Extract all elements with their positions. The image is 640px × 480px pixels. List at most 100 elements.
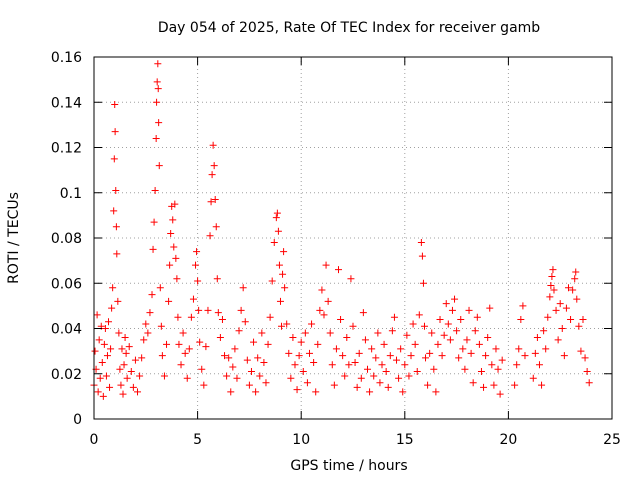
data-point — [221, 352, 229, 360]
data-point — [558, 325, 566, 332]
data-point — [117, 381, 125, 389]
data-point — [564, 284, 572, 292]
data-point — [158, 352, 166, 360]
data-point — [177, 361, 185, 369]
data-point — [165, 297, 173, 305]
data-point — [110, 155, 118, 163]
data-point — [515, 345, 523, 353]
y-tick-label: 0.16 — [51, 50, 82, 66]
data-point — [475, 340, 483, 348]
data-point — [144, 329, 152, 337]
data-point — [533, 334, 541, 342]
data-point — [461, 365, 469, 373]
data-point — [569, 286, 577, 294]
data-point — [156, 284, 164, 292]
data-point — [276, 297, 284, 305]
data-point — [388, 327, 396, 335]
data-point — [465, 306, 473, 314]
data-point — [585, 379, 593, 387]
data-point — [535, 361, 543, 369]
data-point — [172, 254, 180, 262]
data-point — [347, 275, 355, 283]
data-point — [194, 277, 202, 285]
data-point — [542, 345, 550, 353]
data-point — [314, 340, 322, 348]
data-point — [170, 243, 178, 251]
data-point — [544, 313, 552, 321]
data-point — [546, 293, 554, 301]
axis-ticks: 0 0.02 0.04 0.06 0.08 0.1 0.12 0.14 0.16 0 5 10 15 20… — [51, 50, 621, 448]
data-point — [345, 361, 353, 369]
data-point — [382, 367, 390, 375]
data-point — [174, 313, 182, 321]
data-point — [252, 388, 260, 396]
data-point — [146, 309, 154, 317]
y-tick-label: 0.08 — [51, 231, 82, 247]
data-point — [399, 388, 407, 396]
data-point — [305, 349, 313, 357]
data-point — [185, 345, 193, 353]
x-tick-label: 20 — [499, 432, 517, 448]
data-point — [262, 379, 270, 387]
data-point — [160, 372, 168, 380]
data-point — [436, 315, 444, 323]
data-point — [341, 372, 349, 380]
data-point — [361, 336, 369, 344]
data-point — [114, 297, 122, 305]
data-point — [343, 334, 351, 342]
data-point — [403, 331, 411, 339]
data-point — [129, 383, 137, 391]
data-point — [393, 356, 401, 364]
data-point — [171, 200, 179, 208]
data-point — [303, 379, 311, 387]
data-point — [227, 388, 235, 396]
data-point — [349, 322, 357, 330]
data-point — [142, 320, 150, 328]
data-point — [469, 379, 477, 387]
data-point — [417, 239, 425, 247]
data-point — [407, 352, 415, 360]
data-point — [548, 272, 556, 280]
data-point — [420, 322, 428, 330]
data-point — [426, 349, 434, 357]
data-point — [179, 329, 187, 337]
data-point — [411, 340, 419, 348]
data-point — [102, 372, 110, 380]
data-point — [209, 141, 217, 149]
data-point — [448, 306, 456, 314]
data-point — [125, 343, 133, 351]
x-axis-label: GPS time / hours — [290, 458, 407, 474]
data-point — [101, 325, 109, 332]
data-point — [552, 306, 560, 314]
data-point — [287, 374, 295, 382]
data-point — [330, 381, 338, 389]
data-point — [498, 356, 506, 364]
data-point — [492, 345, 500, 353]
data-point — [167, 229, 175, 237]
data-point — [380, 340, 388, 348]
data-point — [108, 304, 116, 312]
data-point — [152, 134, 160, 142]
data-point — [241, 318, 249, 326]
data-point — [521, 352, 529, 360]
data-point — [151, 186, 159, 194]
data-point — [368, 345, 376, 353]
data-point — [453, 327, 461, 335]
plot-frame — [93, 56, 613, 420]
data-point — [112, 223, 120, 231]
data-point — [583, 367, 591, 375]
data-point — [247, 367, 255, 375]
data-point — [136, 372, 144, 380]
data-point — [166, 261, 174, 269]
data-point — [200, 381, 208, 389]
data-point — [154, 60, 162, 68]
data-point — [419, 279, 427, 287]
data-point — [155, 162, 163, 170]
data-point — [181, 349, 189, 357]
data-point — [308, 320, 316, 328]
data-point — [208, 171, 216, 179]
data-point — [206, 232, 214, 240]
data-point — [149, 245, 157, 253]
data-point — [531, 349, 539, 357]
data-point — [154, 85, 162, 93]
